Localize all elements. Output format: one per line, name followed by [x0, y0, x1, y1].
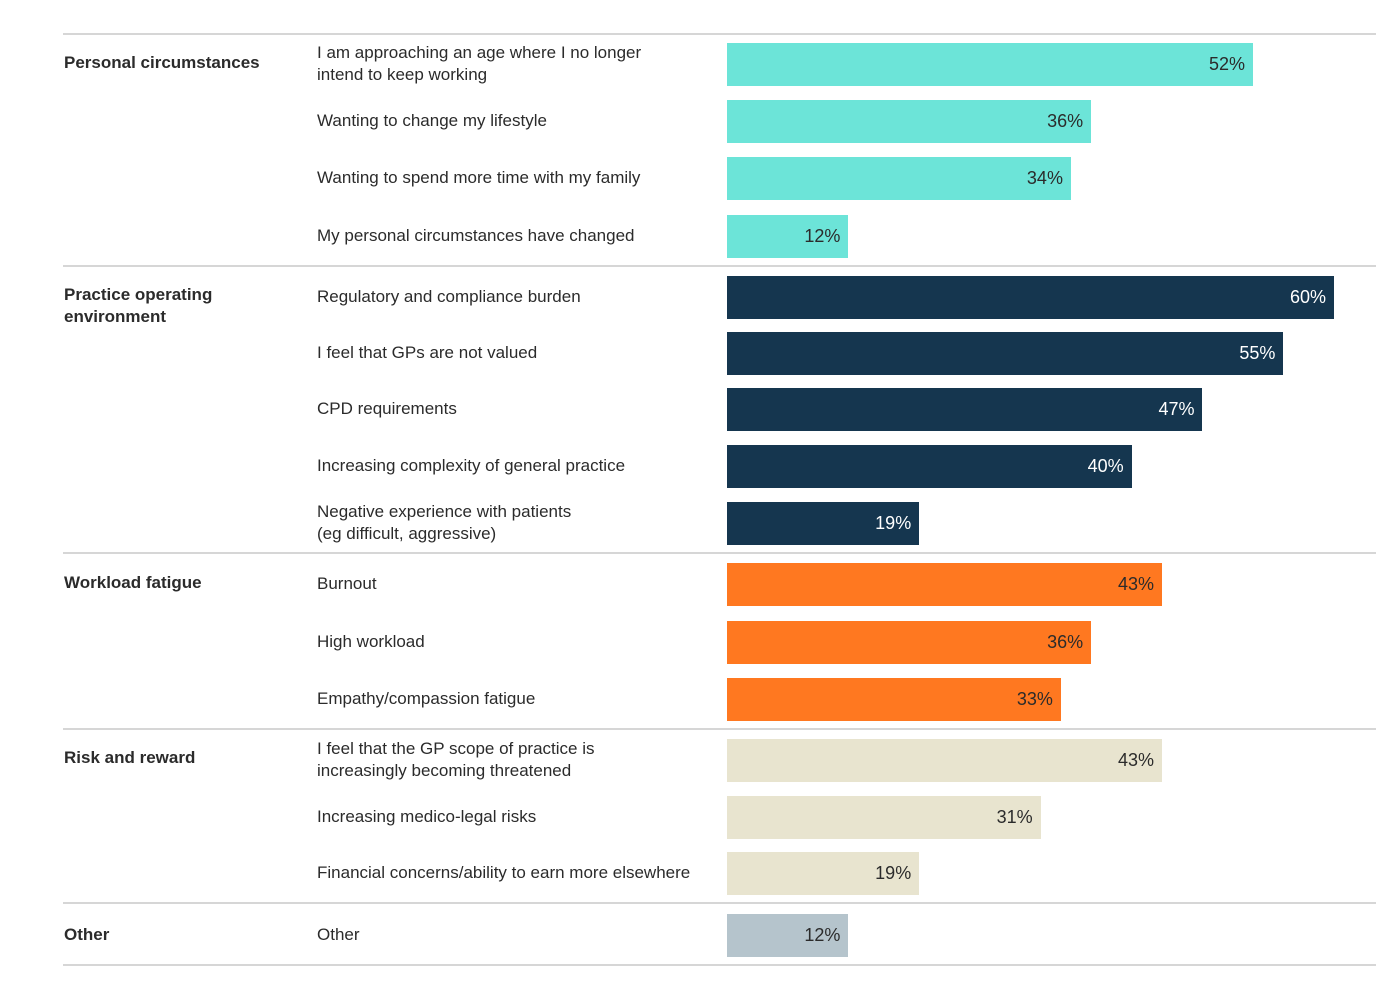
group-label: Other: [64, 925, 110, 944]
category-label: My personal circumstances have changed: [317, 226, 635, 245]
bar: 12%: [727, 914, 849, 957]
bar: 52%: [727, 43, 1254, 86]
category-label: Wanting to change my lifestyle: [317, 111, 547, 130]
bar: 19%: [727, 502, 920, 545]
bar: 36%: [727, 100, 1092, 143]
bar-value-label: 36%: [1047, 111, 1084, 131]
category-label: Empathy/compassion fatigue: [317, 689, 536, 708]
category-label: CPD requirements: [317, 399, 457, 418]
category-label: Wanting to spend more time with my famil…: [317, 168, 641, 187]
category-label: I am approaching an age where I no longe…: [317, 43, 642, 84]
bar: 55%: [727, 332, 1284, 375]
bar-value-label: 40%: [1087, 456, 1124, 476]
bar: 36%: [727, 621, 1092, 664]
bar-value-label: 36%: [1047, 632, 1084, 652]
group-label: Workload fatigue: [64, 573, 202, 592]
bar-value-label: 55%: [1239, 343, 1276, 363]
category-label: I feel that the GP scope of practice is i…: [317, 739, 595, 780]
divider-line: [63, 33, 1376, 35]
bar-value-label: 12%: [804, 226, 841, 246]
bar: 40%: [727, 445, 1132, 488]
category-label: Burnout: [317, 574, 377, 593]
bar-value-label: 43%: [1117, 574, 1155, 594]
bar-value-label: 19%: [875, 513, 912, 533]
bar: 47%: [727, 388, 1203, 431]
category-label: Negative experience with patients (eg dif…: [317, 502, 572, 543]
divider-line: [63, 265, 1376, 267]
divider-line: [63, 902, 1376, 904]
bar: 12%: [727, 215, 849, 258]
bar: 34%: [727, 157, 1071, 200]
bar: 33%: [727, 678, 1061, 721]
category-label: Financial concerns/ability to earn more …: [317, 863, 691, 882]
bar: 19%: [727, 852, 920, 895]
bar: 43%: [727, 563, 1163, 606]
category-label: Increasing medico-legal risks: [317, 807, 537, 826]
bar-value-label: 33%: [1016, 689, 1053, 709]
bar-value-label: 47%: [1158, 399, 1195, 419]
category-label: Increasing complexity of general practic…: [317, 456, 626, 475]
category-label: Regulatory and compliance burden: [317, 287, 581, 306]
bar-value-label: 60%: [1289, 287, 1326, 307]
bar-value-label: 12%: [804, 925, 841, 945]
category-label: I feel that GPs are not valued: [317, 343, 538, 362]
category-label: High workload: [317, 632, 425, 651]
group-label: Risk and reward: [64, 748, 196, 767]
bar-value-label: 31%: [996, 807, 1033, 827]
bar-value-label: 19%: [875, 863, 912, 883]
category-label: Other: [317, 925, 360, 944]
divider-line: [63, 964, 1376, 966]
bar-value-label: 43%: [1117, 750, 1155, 770]
bar: 60%: [727, 276, 1334, 319]
group-label: Personal circumstances: [64, 53, 260, 72]
bar-value-label: 52%: [1209, 54, 1246, 74]
bar-value-label: 34%: [1026, 168, 1063, 188]
divider-line: [63, 728, 1376, 730]
bar: 31%: [727, 796, 1041, 839]
divider-line: [63, 552, 1376, 554]
bar: 43%: [727, 739, 1163, 782]
group-label: Practice operating environment: [64, 285, 213, 326]
